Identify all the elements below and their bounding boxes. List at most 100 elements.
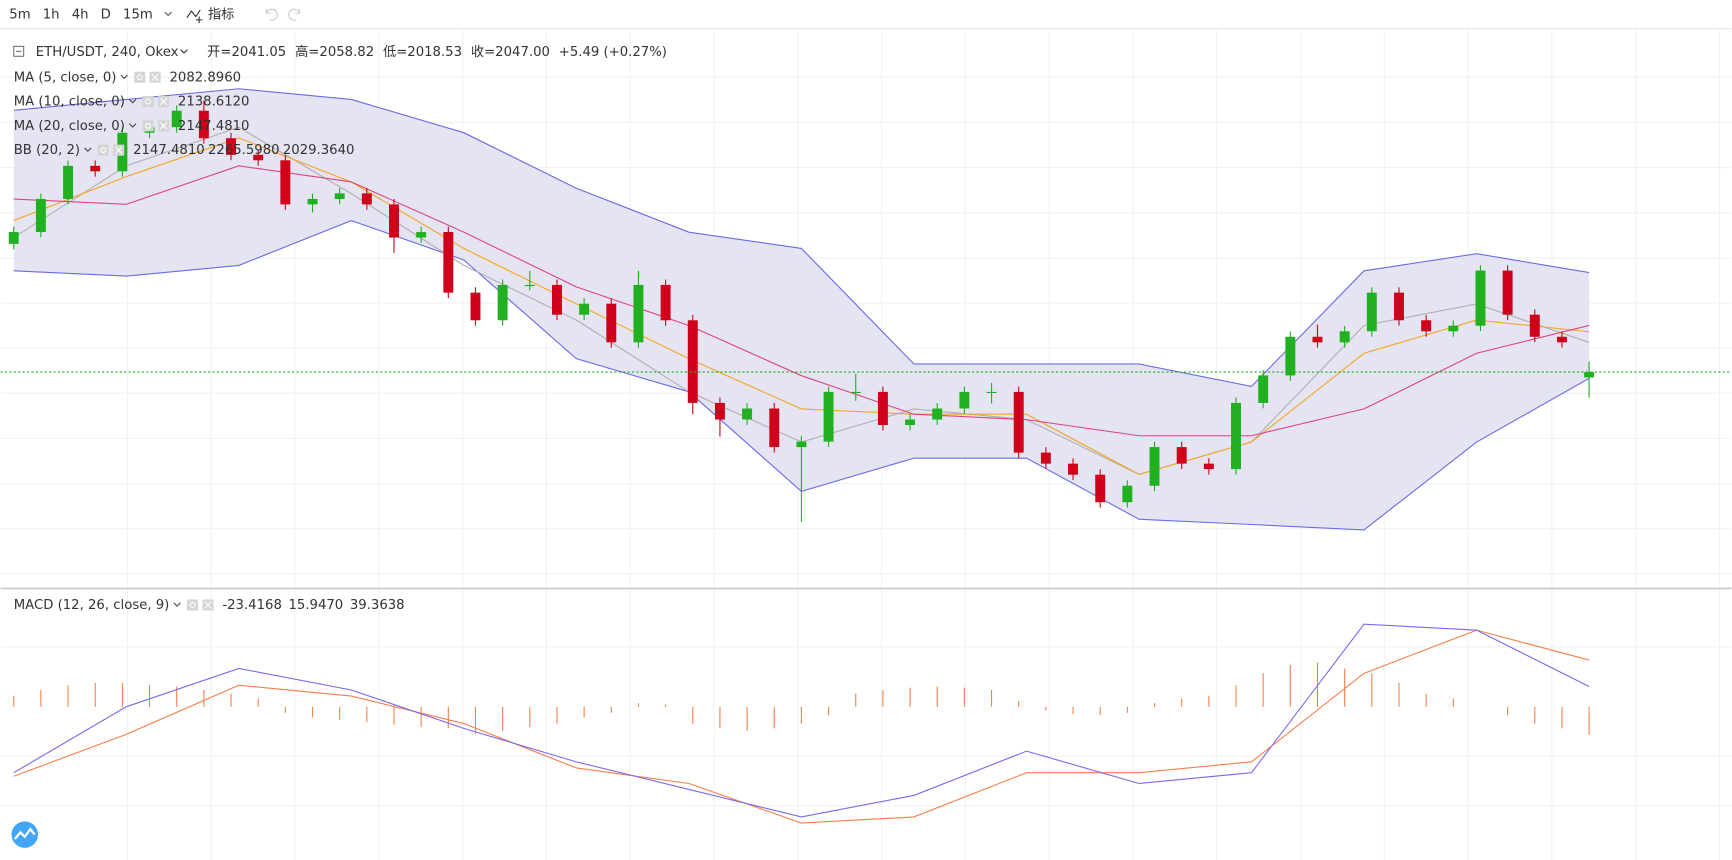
moving-average-line xyxy=(13,137,1590,475)
change-value: +5.49 (+0.27%) xyxy=(559,45,667,60)
ohlc-label: 高= xyxy=(295,43,319,60)
interval-button[interactable]: 4h xyxy=(72,7,89,22)
x-icon xyxy=(159,97,168,106)
ohlc-label: 收= xyxy=(471,44,495,60)
undo-button[interactable] xyxy=(265,8,278,21)
ohlc-value: 2058.82 xyxy=(319,45,374,60)
study-dropdown[interactable] xyxy=(173,602,181,607)
candle-body xyxy=(1149,447,1160,486)
study-label[interactable]: MA (20, close, 0) xyxy=(14,119,125,134)
candle-body xyxy=(1176,447,1187,464)
redo-button[interactable] xyxy=(288,8,301,21)
candle-body xyxy=(1448,325,1459,332)
dropdown-arrow[interactable] xyxy=(164,11,172,17)
study-label[interactable]: MACD (12, 26, close, 9) xyxy=(14,598,170,613)
study-dropdown[interactable] xyxy=(84,147,92,153)
indicator-icon[interactable] xyxy=(186,9,203,24)
interval-button[interactable]: 1h xyxy=(43,7,60,22)
macd-dif-line xyxy=(13,623,1590,818)
x-icon xyxy=(115,146,123,154)
band-value: 2029.3640 xyxy=(283,143,355,158)
candle-body xyxy=(1068,463,1079,475)
macd-value: 15.9470 xyxy=(288,598,343,613)
candle-body xyxy=(606,303,617,343)
candle-body xyxy=(633,284,644,343)
candle-body xyxy=(687,320,698,403)
candle-body xyxy=(90,165,101,172)
eye-icon xyxy=(136,74,143,81)
logo[interactable] xyxy=(11,821,39,848)
candle-body xyxy=(823,391,834,442)
study-dropdown[interactable] xyxy=(128,98,137,104)
candle-body xyxy=(1095,474,1106,503)
study-dropdown[interactable] xyxy=(120,74,128,80)
visibility-toggle[interactable] xyxy=(187,599,199,611)
candle-body xyxy=(334,193,345,199)
study-label[interactable]: BB (20, 2) xyxy=(14,143,80,158)
study-value: 2138.6120 xyxy=(178,95,250,110)
candle-body xyxy=(35,198,46,233)
candle-body xyxy=(1421,320,1432,332)
candle-body xyxy=(1285,336,1296,376)
candle-body xyxy=(524,284,535,287)
candle-body xyxy=(1502,270,1513,315)
candle-body xyxy=(1366,292,1377,332)
ohlc-value: 2018.53 xyxy=(407,45,462,60)
interval-button[interactable]: 15m xyxy=(123,7,153,22)
x-icon xyxy=(151,73,159,81)
study-label[interactable]: MA (10, close, 0) xyxy=(14,95,125,110)
candle-body xyxy=(307,198,318,205)
moving-average-line xyxy=(13,165,1590,437)
collapse-button[interactable] xyxy=(13,45,25,57)
study-label[interactable]: MA (5, close, 0) xyxy=(14,70,117,85)
candle-body xyxy=(1258,375,1269,403)
candle-body xyxy=(253,154,264,161)
eye-icon xyxy=(145,98,152,105)
candle-body xyxy=(742,408,753,420)
interval-button[interactable]: D xyxy=(101,7,111,22)
visibility-toggle[interactable] xyxy=(97,144,109,156)
candle-body xyxy=(1529,314,1540,337)
candle-body xyxy=(1584,372,1595,378)
symbol-dropdown[interactable] xyxy=(180,49,188,54)
candle-body xyxy=(714,402,725,420)
candle-body xyxy=(796,441,807,448)
bollinger-band-fill xyxy=(13,88,1590,530)
study-value: 2082.8960 xyxy=(169,70,241,85)
candle-body xyxy=(551,284,562,315)
eye-icon xyxy=(189,601,196,608)
symbol-label[interactable]: ETH/USDT, 240, Okex xyxy=(36,45,179,60)
candle-body xyxy=(850,391,861,394)
study-value: 2147.4810 xyxy=(178,119,250,134)
visibility-toggle[interactable] xyxy=(142,120,154,132)
candle-body xyxy=(8,232,19,244)
candle-body xyxy=(1556,336,1567,343)
candle-body xyxy=(361,193,372,205)
candle-body xyxy=(416,232,427,238)
x-icon xyxy=(204,601,212,609)
bollinger-upper xyxy=(13,88,1590,387)
logo-icon xyxy=(13,827,36,840)
ohlc-label: 低= xyxy=(383,44,407,60)
candle-body xyxy=(1203,463,1214,470)
candle-body xyxy=(769,408,780,448)
visibility-toggle[interactable] xyxy=(142,96,154,108)
interval-button[interactable]: 5m xyxy=(9,7,30,22)
candle-body xyxy=(986,391,997,394)
indicators-button[interactable]: 指标 xyxy=(208,6,234,22)
macd-value: -23.4168 xyxy=(222,598,282,613)
candle-body xyxy=(497,284,508,321)
candle-body xyxy=(198,110,209,139)
macd-value: 39.3638 xyxy=(350,598,405,613)
eye-icon xyxy=(145,122,152,129)
candle-body xyxy=(1312,336,1323,343)
candle-body xyxy=(579,303,590,315)
candle-body xyxy=(1394,292,1404,321)
candle-body xyxy=(1339,331,1350,343)
study-dropdown[interactable] xyxy=(128,123,137,128)
visibility-toggle[interactable] xyxy=(134,71,146,83)
candle-body xyxy=(660,284,671,321)
candle-body xyxy=(470,292,481,321)
candle-body xyxy=(1475,270,1486,326)
